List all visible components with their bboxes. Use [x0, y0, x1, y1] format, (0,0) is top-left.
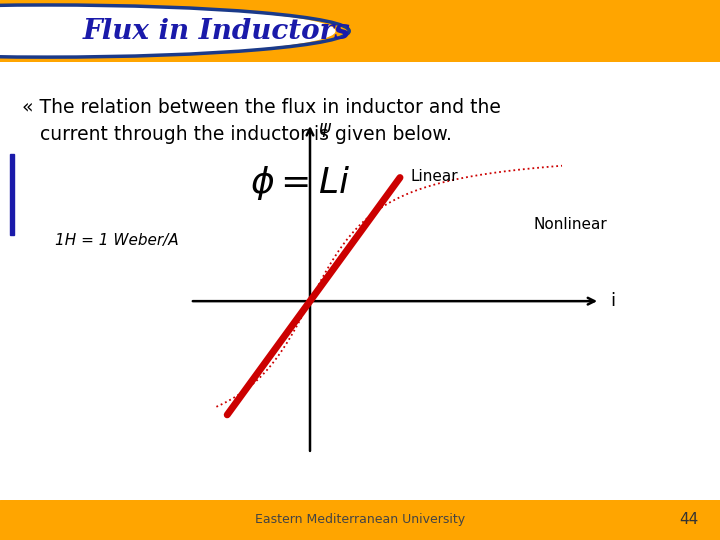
- Text: Eastern Mediterranean University: Eastern Mediterranean University: [255, 513, 465, 526]
- Text: Nonlinear: Nonlinear: [534, 217, 607, 232]
- Text: 1H = 1 Weber/A: 1H = 1 Weber/A: [55, 233, 179, 248]
- Text: Linear: Linear: [411, 169, 459, 184]
- Text: i: i: [610, 292, 615, 310]
- Text: current through the inductor is given below.: current through the inductor is given be…: [22, 125, 452, 144]
- Text: Flux in Inductors: Flux in Inductors: [83, 17, 351, 45]
- Text: « The relation between the flux in inductor and the: « The relation between the flux in induc…: [22, 98, 501, 117]
- Circle shape: [0, 6, 335, 56]
- Text: 44: 44: [679, 512, 698, 527]
- Text: $\psi$: $\psi$: [318, 121, 332, 139]
- Bar: [10, 154, 14, 235]
- Text: $\phi = Li$: $\phi = Li$: [250, 164, 350, 202]
